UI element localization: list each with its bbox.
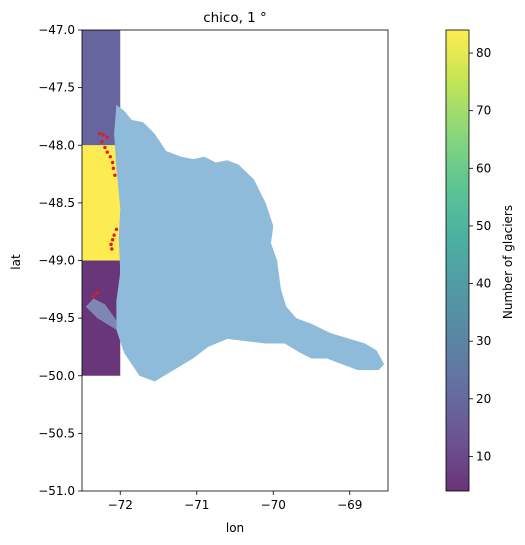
colorbar-label: Number of glaciers: [501, 205, 515, 319]
x-tick-label-1: −71: [184, 498, 209, 512]
colorbar: 10 20 30 40 50 60 70 80 Number of glaciers: [445, 29, 515, 492]
chart-title: chico, 1 °: [203, 10, 267, 26]
glacier-point-16: [91, 294, 96, 298]
colorbar-tick-label-0: 10: [476, 449, 491, 463]
glacier-point-4: [103, 145, 107, 150]
colorbar-tick-label-3: 40: [476, 277, 491, 291]
colorbar-scale: [445, 29, 470, 492]
x-tick-label-0: −72: [108, 498, 133, 512]
glacier-point-12: [110, 238, 115, 242]
glacier-point-9: [113, 173, 117, 177]
y-axis: −47.0 −47.5 −48.0 −48.5 −49.0 −49.5 −50.0 −50.5…: [38, 23, 82, 498]
basin-layer: [85, 104, 385, 382]
y-tick-label-3: −48.5: [38, 196, 75, 210]
glacier-points: [91, 132, 119, 298]
x-tick-label-2: −70: [261, 498, 286, 512]
y-tick-label-2: −48.0: [38, 138, 75, 152]
y-tick-label-1: −47.5: [38, 81, 75, 95]
colorbar-tick-label-1: 20: [476, 392, 491, 406]
x-axis-label: lon: [226, 521, 244, 535]
basin-tongue: [85, 298, 117, 330]
glacier-point-15: [95, 291, 100, 295]
basin-shape: [114, 104, 385, 382]
y-tick-label-7: −50.5: [38, 426, 75, 440]
glacier-point-11: [112, 233, 116, 237]
glacier-point-8: [111, 166, 116, 170]
glacier-point-14: [110, 247, 114, 251]
y-tick-label-8: −51.0: [38, 484, 75, 498]
y-tick-label-0: −47.0: [38, 23, 75, 37]
glacier-point-10: [114, 227, 119, 232]
glacier-point-1: [101, 133, 106, 137]
glacier-point-0: [97, 132, 102, 136]
grid-cell-1: [82, 145, 121, 261]
y-tick-label-5: −49.5: [38, 311, 75, 325]
colorbar-ticks: 10 20 30 40 50 60 70 80: [469, 46, 491, 463]
colorbar-tick-label-4: 50: [476, 219, 491, 233]
colorbar-tick-label-7: 80: [476, 46, 491, 60]
colorbar-tick-label-6: 70: [476, 104, 491, 118]
glacier-point-6: [108, 155, 113, 159]
x-tick-label-3: −69: [337, 498, 362, 512]
colorbar-tick-label-5: 60: [476, 161, 491, 175]
glacier-point-2: [105, 135, 109, 139]
y-tick-label-6: −50.0: [38, 369, 75, 383]
grid-cell-0: [82, 30, 121, 146]
glacier-point-7: [110, 160, 115, 165]
y-tick-label-4: −49.0: [38, 254, 75, 268]
glacier-point-13: [109, 242, 113, 247]
colorbar-tick-label-2: 30: [476, 334, 491, 348]
plot-area: −72 −71 −70 −69 −47.0−47.5−48.0−48.5−49.0−4…: [38, 23, 389, 512]
glacier-point-5: [105, 150, 109, 154]
glacier-point-3: [100, 140, 104, 144]
x-axis: −72 −71 −70 −69: [108, 491, 362, 512]
y-axis-label: lat: [9, 254, 23, 270]
